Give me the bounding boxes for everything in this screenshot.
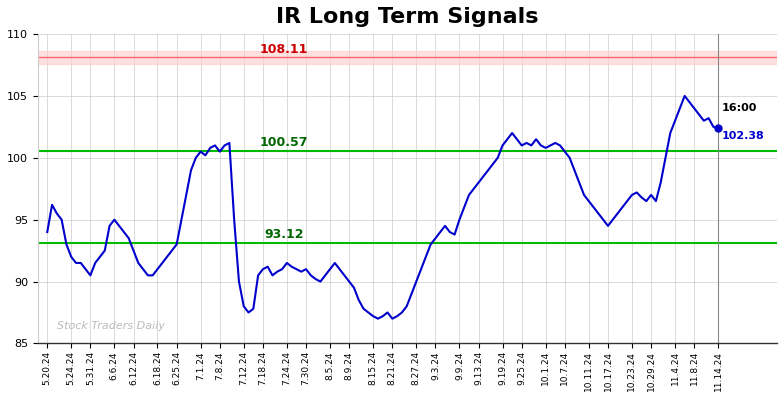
Bar — [38, 51, 777, 64]
Text: 100.57: 100.57 — [260, 136, 308, 149]
Point — [712, 125, 724, 131]
Text: Stock Traders Daily: Stock Traders Daily — [56, 321, 165, 331]
Text: 93.12: 93.12 — [264, 228, 303, 241]
Title: IR Long Term Signals: IR Long Term Signals — [276, 7, 539, 27]
Text: 102.38: 102.38 — [721, 131, 764, 141]
Text: 108.11: 108.11 — [260, 43, 308, 56]
Text: 16:00: 16:00 — [721, 103, 757, 113]
